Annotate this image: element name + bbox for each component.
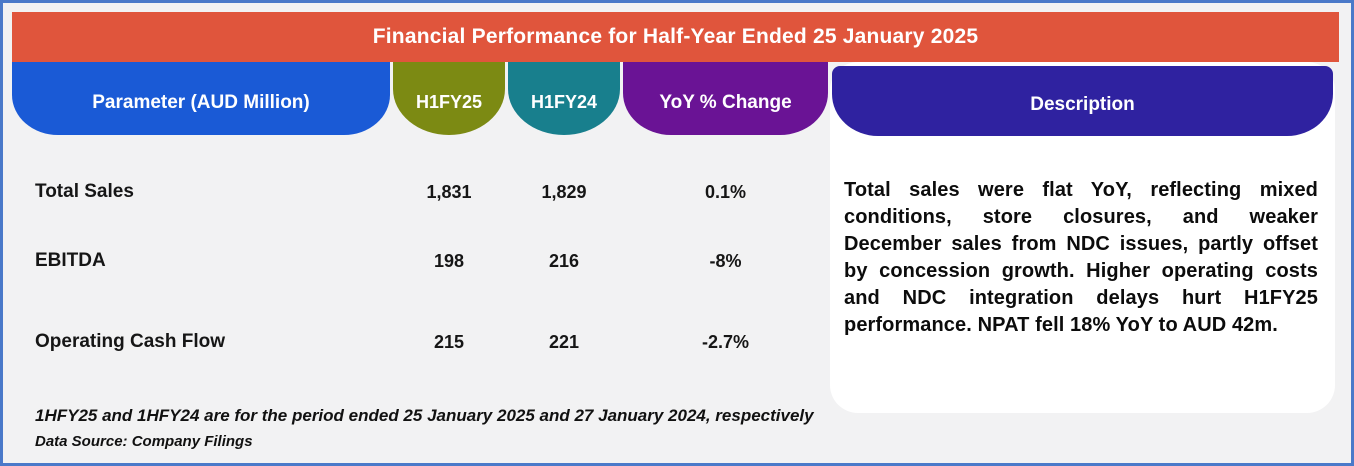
- column-header-yoy-change-label: YoY % Change: [659, 91, 792, 113]
- footnote-period: 1HFY25 and 1HFY24 are for the period end…: [35, 406, 814, 425]
- table-row-ebitda: EBITDA 198 216 -8%: [3, 241, 833, 281]
- row-label: Total Sales: [35, 181, 134, 202]
- column-header-h1fy24-label: H1FY24: [530, 92, 598, 112]
- value-h1fy24: 216: [548, 250, 580, 271]
- table-row-operating-cash-flow: Operating Cash Flow 215 221 -2.7%: [3, 322, 833, 362]
- column-header-parameter: Parameter (AUD Million): [12, 62, 390, 135]
- table-row-total-sales: Total Sales 1,831 1,829 0.1%: [3, 172, 833, 212]
- footnote-data-source: Data Source: Company Filings: [35, 433, 253, 450]
- value-h1fy24: 1,829: [541, 181, 587, 202]
- value-yoy: 0.1%: [704, 181, 747, 202]
- row-label: Operating Cash Flow: [35, 331, 226, 352]
- column-header-description-label: Description: [1030, 94, 1135, 115]
- column-header-h1fy25-label: H1FY25: [415, 92, 483, 112]
- column-header-yoy-change: YoY % Change: [623, 62, 828, 135]
- column-header-h1fy25: H1FY25: [393, 62, 505, 135]
- value-h1fy24: 221: [548, 331, 580, 352]
- value-h1fy25: 215: [433, 331, 465, 352]
- value-yoy: -2.7%: [701, 331, 750, 352]
- column-header-h1fy24: H1FY24: [508, 62, 620, 135]
- value-h1fy25: 198: [433, 250, 465, 271]
- title-bar: Financial Performance for Half-Year Ende…: [12, 12, 1339, 62]
- column-header-description: Description: [832, 66, 1333, 136]
- page-title: Financial Performance for Half-Year Ende…: [372, 25, 979, 48]
- value-yoy: -8%: [709, 250, 742, 271]
- description-text: Total sales were flat YoY, reflecting mi…: [844, 179, 1318, 336]
- value-h1fy25: 1,831: [426, 181, 472, 202]
- column-header-parameter-label: Parameter (AUD Million): [92, 91, 310, 113]
- row-label: EBITDA: [35, 250, 106, 271]
